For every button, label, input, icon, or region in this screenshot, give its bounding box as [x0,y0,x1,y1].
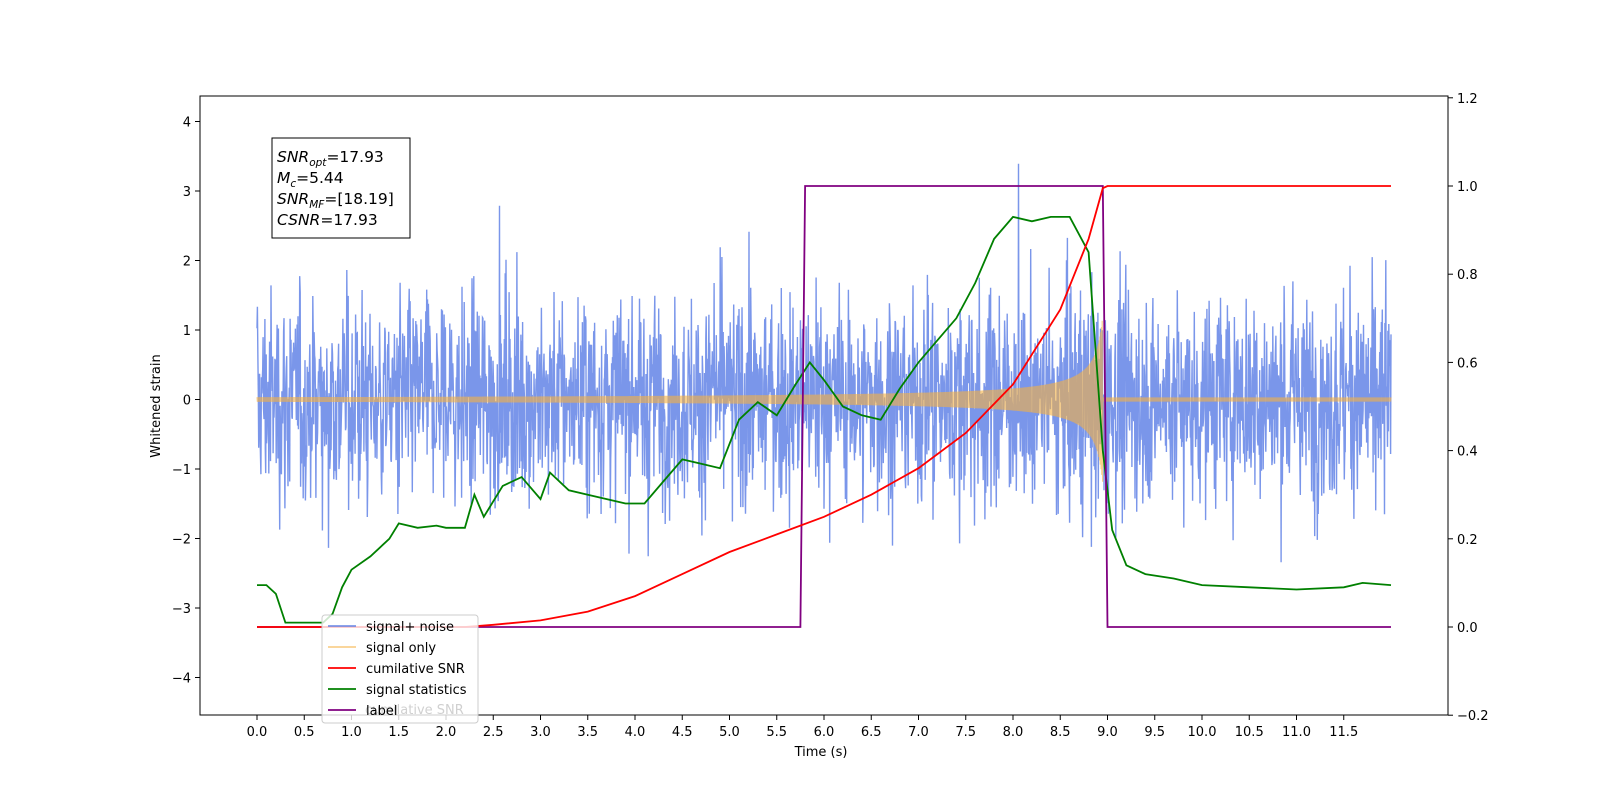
x-tick-label: 3.5 [577,725,598,740]
x-tick-label: 10.5 [1235,725,1264,740]
legend-label: signal statistics [366,683,467,698]
y2-tick-label: 1.0 [1457,180,1478,195]
x-axis: 0.0 0.5 1.0 1.5 2.0 2.5 3.0 3.5 4.0 4.5 5.0 5.5 6.0 6… [247,715,1358,740]
x-tick-label: 1.5 [388,725,409,740]
annotation-symbol: CSNR [277,211,320,229]
legend-entries: signal+ noise signal only cumilative SNR si… [328,620,467,719]
y2-tick-label: 1.2 [1457,92,1478,107]
x-axis-label: Time (s) [794,745,848,760]
y2-tick-label: 0.4 [1457,445,1478,460]
x-tick-label: 6.5 [861,725,882,740]
x-tick-label: 2.0 [436,725,457,740]
y-tick-label: 1 [183,324,191,339]
y-tick-label: −3 [172,602,191,617]
x-tick-label: 9.0 [1097,725,1118,740]
annotation-frame [271,137,411,239]
annotation-symbol: SNR [277,190,309,208]
x-tick-label: 9.5 [1144,725,1165,740]
x-tick-label: 3.0 [530,725,551,740]
x-tick-label: 4.5 [672,725,693,740]
series-signal-statistics [257,215,1392,624]
y-tick-label: 3 [183,185,191,200]
x-tick-label: 0.5 [294,725,315,740]
x-tick-label: 1.0 [341,725,362,740]
x-tick-label: 4.0 [625,725,646,740]
annotation-line: Mc=5.44 [277,169,344,190]
y2-tick-label: −0.2 [1457,709,1489,724]
series-signal-only [256,320,1392,482]
series-signal-noise [256,163,1392,563]
x-tick-label: 7.0 [908,725,929,740]
x-tick-label: 11.5 [1329,725,1358,740]
y-axis-left: 4 3 2 1 0 −1 −2 −3 −4 [172,116,200,687]
y-tick-label: 0 [183,394,191,409]
x-tick-label: 0.0 [247,725,268,740]
legend-label: cumilative SNR [366,662,465,677]
x-tick-label: 10.0 [1188,725,1217,740]
annotation-value: =5.44 [296,169,344,187]
series-cumulative-snr [257,185,1391,628]
annotation-box: SNRopt=17.93Mc=5.44SNRMF=[18.19]CSNR=17.… [271,137,411,239]
annotation-subscript: opt [309,157,327,169]
series-layer [256,163,1392,628]
annotation-line: SNRMF=[18.19] [277,190,394,211]
y2-tick-label: 0.0 [1457,621,1478,636]
annotation-subscript: c [290,178,296,190]
annotation-symbol: M [277,169,290,187]
y-tick-label: −4 [172,672,191,687]
legend-label: label [366,704,397,719]
legend-label: signal+ noise [366,620,454,635]
annotation-subscript: MF [309,199,325,211]
y-tick-label: −2 [172,533,191,548]
legend-frame [321,614,479,724]
x-tick-label: 5.0 [719,725,740,740]
legend-label: signal only [366,641,436,656]
annotation-lines: SNRopt=17.93Mc=5.44SNRMF=[18.19]CSNR=17.… [277,148,394,229]
x-tick-label: 11.0 [1282,725,1311,740]
annotation-line: CSNR=17.93 [277,211,378,229]
x-tick-label: 8.5 [1050,725,1071,740]
x-tick-label: 2.5 [483,725,504,740]
y2-tick-label: 0.8 [1457,268,1478,283]
series-label [257,185,1391,628]
y2-tick-label: 0.2 [1457,533,1478,548]
y2-tick-label: 0.6 [1457,356,1478,371]
y-axis-label: Whitened strain [149,354,164,457]
y-tick-label: −1 [172,463,191,478]
annotation-value: =17.93 [320,211,377,229]
legend: cumilative SNR signal+ noise signal only c… [321,614,479,724]
annotation-value: =17.93 [326,148,383,166]
annotation-line: SNRopt=17.93 [277,148,384,169]
annotation-value: =[18.19] [324,190,393,208]
x-tick-label: 8.0 [1003,725,1024,740]
x-tick-label: 6.0 [814,725,835,740]
legend-ghost-text: cumilative SNR [365,703,464,718]
y-axis-right: 1.2 1.0 0.8 0.6 0.4 0.2 0.0 −0.2 [1448,92,1489,724]
y-tick-label: 4 [183,116,191,131]
y-tick-label: 2 [183,255,191,270]
x-tick-label: 5.5 [766,725,787,740]
x-tick-label: 7.5 [955,725,976,740]
annotation-symbol: SNR [277,148,309,166]
